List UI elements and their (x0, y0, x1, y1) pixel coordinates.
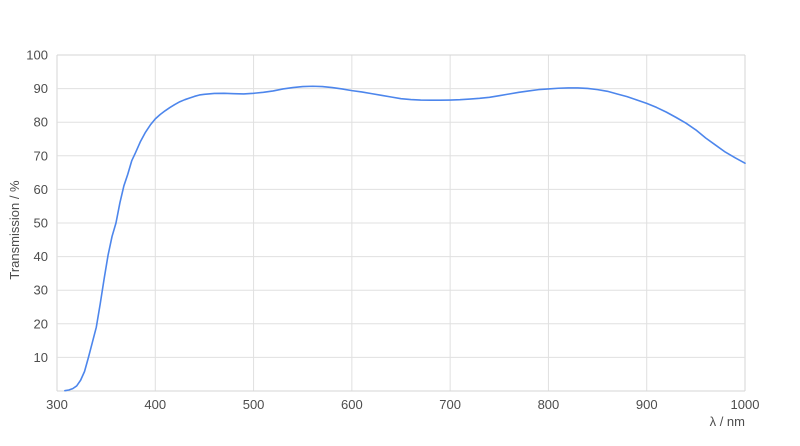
x-tick-label: 1000 (731, 397, 760, 412)
y-tick-label: 30 (34, 283, 48, 298)
x-tick-label: 400 (144, 397, 166, 412)
x-tick-label: 700 (439, 397, 461, 412)
y-tick-label: 20 (34, 316, 48, 331)
y-tick-label: 100 (26, 48, 48, 63)
y-tick-label: 50 (34, 216, 48, 231)
tick-label-layer: 300 400 500 600 700 800 900 1000 10 20 30 40 50 60 70 8… (26, 48, 759, 413)
x-tick-label: 600 (341, 397, 363, 412)
x-axis-title: λ / nm (710, 414, 745, 429)
y-tick-label: 10 (34, 350, 48, 365)
y-axis-title: Transmission / % (7, 180, 22, 280)
x-tick-label: 800 (538, 397, 560, 412)
series-line-transmission-spectrum (64, 85, 746, 392)
y-tick-label: 90 (34, 81, 48, 96)
y-tick-label: 60 (34, 182, 48, 197)
x-tick-label: 900 (636, 397, 658, 412)
x-tick-label: 500 (243, 397, 265, 412)
y-tick-label: 70 (34, 148, 48, 163)
series-layer (64, 85, 746, 392)
y-tick-label: 80 (34, 115, 48, 130)
x-tick-label: 300 (46, 397, 68, 412)
y-tick-label: 40 (34, 249, 48, 264)
grid-layer (56, 54, 746, 392)
